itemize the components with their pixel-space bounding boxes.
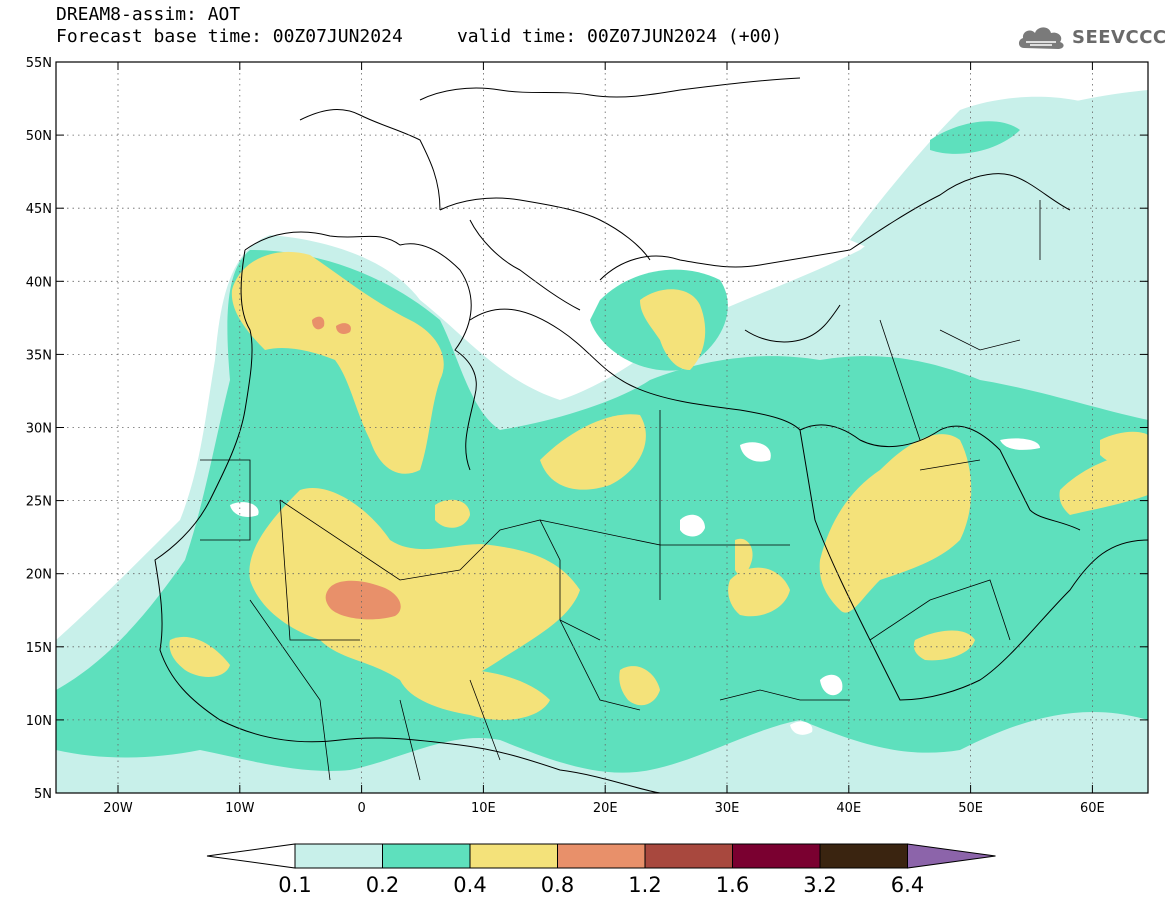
country-borders <box>200 200 1041 781</box>
lon-label: 30E <box>715 801 740 816</box>
lat-label: 5N <box>34 787 52 802</box>
colorbar-label: 1.6 <box>716 873 749 897</box>
lat-label: 10N <box>26 714 52 729</box>
lat-label: 40N <box>26 275 52 290</box>
colorbar-swatch <box>644 843 733 869</box>
latitude-axis: 55N 50N 45N 40N 35N 30N 25N 20N 15N 10N 5N <box>26 56 1148 802</box>
colorbar-label: 0.4 <box>453 873 486 897</box>
cloud-icon <box>1018 27 1064 49</box>
lon-label: 40E <box>836 801 861 816</box>
lat-label: 35N <box>26 348 52 363</box>
colorbar-swatch <box>732 843 821 869</box>
lat-label: 50N <box>26 129 52 144</box>
seevccc-logo: SEEVCCC <box>1016 22 1165 52</box>
colorbar-label: 3.2 <box>803 873 836 897</box>
lon-label: 20W <box>103 801 133 816</box>
forecast-time-line: Forecast base time: 00Z07JUN2024 valid t… <box>56 26 783 47</box>
lon-label: 60E <box>1080 801 1105 816</box>
lon-label: 10W <box>225 801 255 816</box>
colorbar-label: 6.4 <box>891 873 924 897</box>
lat-label: 55N <box>26 56 52 71</box>
lon-label: 10E <box>471 801 496 816</box>
colorbar-swatch <box>819 843 908 869</box>
colorbar-min-arrow <box>206 843 296 869</box>
colorbar-swatch <box>469 843 558 869</box>
colorbar-label: 1.2 <box>628 873 661 897</box>
lon-label: 0 <box>357 801 365 816</box>
lon-label: 50E <box>958 801 983 816</box>
lat-label: 30N <box>26 422 52 437</box>
title-block: DREAM8-assim: AOT Forecast base time: 00… <box>56 4 782 48</box>
lat-label: 15N <box>26 641 52 656</box>
lat-label: 45N <box>26 202 52 217</box>
colorbar-swatch <box>382 843 471 869</box>
product-title: DREAM8-assim: AOT <box>56 4 241 25</box>
aot-band-0.4 <box>169 251 1148 720</box>
colorbar-label: 0.1 <box>278 873 311 897</box>
aot-field <box>56 62 1148 793</box>
logo-text: SEEVCCC <box>1072 26 1165 48</box>
colorbar-max-arrow <box>907 843 996 869</box>
lat-label: 20N <box>26 568 52 583</box>
graticule <box>56 62 1148 793</box>
lat-label: 25N <box>26 495 52 510</box>
colorbar: 0.1 0.2 0.4 0.8 1.2 1.6 3.2 6.4 <box>206 843 996 897</box>
lon-label: 20E <box>593 801 618 816</box>
colorbar-label: 0.2 <box>366 873 399 897</box>
coastlines <box>154 77 1148 793</box>
colorbar-label: 0.8 <box>541 873 574 897</box>
longitude-axis: 20W 10W 0 10E 20E 30E 40E 50E 60E <box>103 62 1105 816</box>
aot-band-0.8 <box>312 316 401 620</box>
aot-low-gaps <box>230 438 1040 735</box>
colorbar-swatch <box>557 843 646 869</box>
colorbar-swatch <box>294 843 383 869</box>
